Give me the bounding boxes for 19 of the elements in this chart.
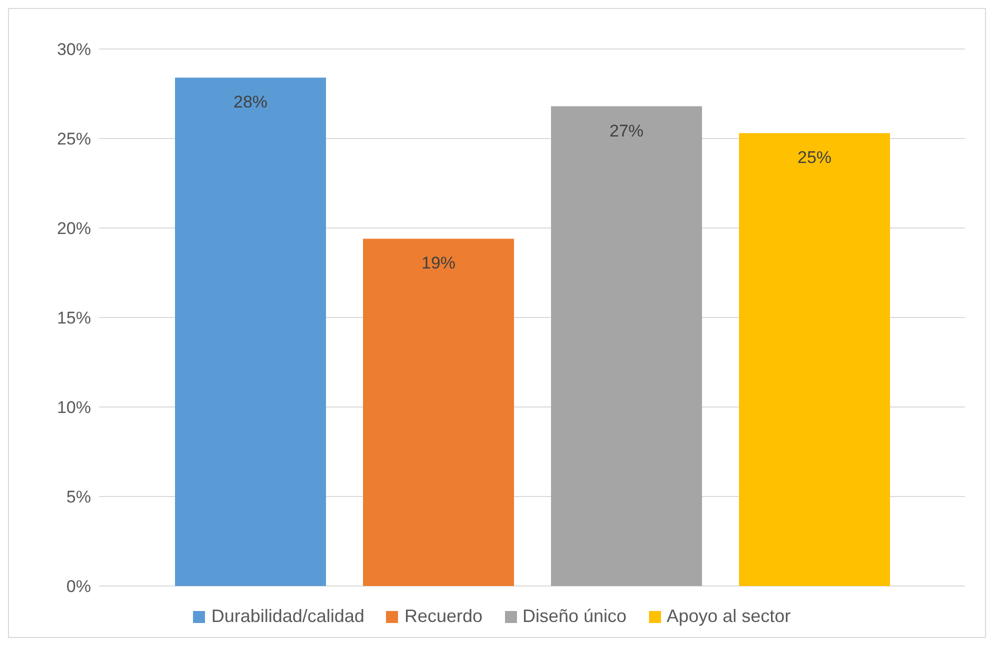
y-tick-label: 0% — [66, 577, 91, 596]
legend-label: Durabilidad/calidad — [211, 606, 364, 627]
data-label: 19% — [421, 254, 456, 273]
data-label: 25% — [797, 148, 832, 168]
y-tick-label: 25% — [56, 130, 91, 149]
data-label: 28% — [233, 92, 268, 112]
y-tick-label: 5% — [66, 488, 91, 507]
y-tick-label: 15% — [56, 308, 91, 328]
bar — [551, 106, 702, 586]
bar — [175, 78, 326, 586]
data-label: 27% — [609, 121, 644, 140]
legend-label: Recuerdo — [404, 606, 482, 627]
y-tick-label: 30% — [56, 40, 91, 60]
legend-label: Apoyo al sector — [666, 606, 791, 627]
bar — [739, 133, 890, 586]
y-tick-label: 20% — [56, 219, 91, 238]
legend-label: Diseño único — [522, 606, 627, 627]
y-tick-label: 10% — [56, 398, 91, 418]
bar — [363, 238, 514, 586]
